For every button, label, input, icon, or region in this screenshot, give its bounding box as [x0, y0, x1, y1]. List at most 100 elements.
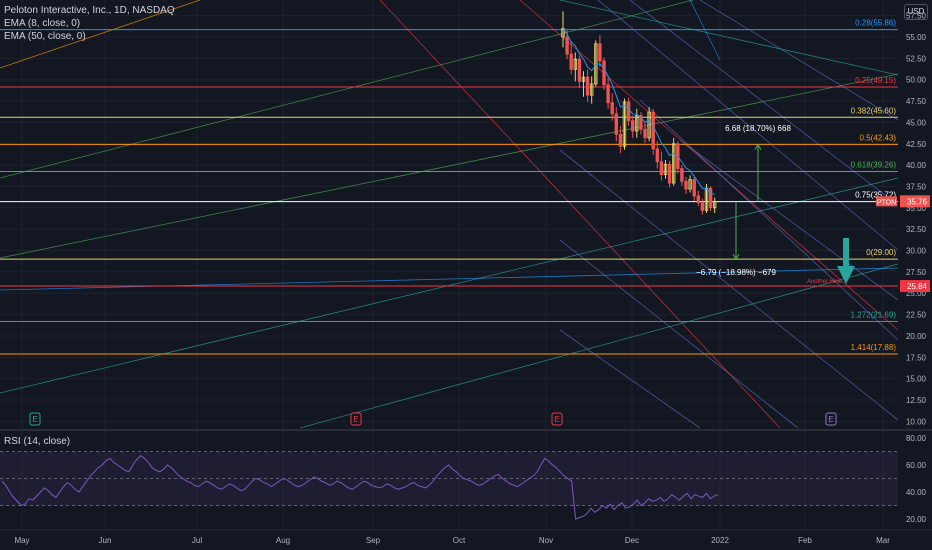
earnings-marker — [551, 412, 563, 426]
fib-level-label: 1.414(17.88) — [851, 343, 897, 352]
x-tick-label: Jul — [192, 536, 202, 545]
trend-line — [519, 0, 899, 331]
legend: Peloton Interactive, Inc., 1D, NASDAQ EM… — [4, 4, 175, 43]
rsi-tick-label: 20.00 — [906, 515, 927, 524]
ema8-line — [562, 28, 715, 196]
candle-body — [713, 200, 717, 209]
candle-body — [631, 120, 635, 132]
candle-body — [565, 36, 569, 55]
y-tick-label: 55.00 — [906, 33, 927, 42]
symbol-title[interactable]: Peloton Interactive, Inc., 1D, NASDAQ — [4, 5, 175, 16]
candle-body — [700, 202, 705, 211]
trend-line — [699, 0, 899, 121]
measure-down-label: −6.79 (−18.98%) −679 — [696, 268, 776, 277]
y-tick-label: 32.50 — [906, 225, 927, 234]
last-price-badge — [900, 195, 930, 208]
fib-level-label: 0.5(42.43) — [860, 133, 897, 142]
x-tick-label: Sep — [366, 536, 381, 545]
y-tick-label: 17.50 — [906, 353, 927, 362]
y-tick-label: 35.00 — [906, 204, 927, 213]
trend-line — [0, 0, 201, 69]
grid — [0, 0, 898, 530]
fib-level-label: 1.272(21.69) — [851, 311, 897, 320]
candle-body — [606, 84, 610, 104]
candle-body — [647, 111, 651, 139]
candle-body — [573, 58, 577, 70]
candle-body — [692, 179, 696, 197]
rsi-tick-label: 40.00 — [906, 488, 927, 497]
rsi-band — [0, 451, 898, 506]
trend-line — [0, 73, 899, 259]
candle-body — [622, 101, 627, 147]
candle-body — [626, 101, 631, 122]
candle-body — [655, 148, 659, 163]
hline-price-badge — [900, 280, 930, 293]
candle-body — [581, 76, 586, 82]
y-tick-label: 10.00 — [906, 417, 927, 426]
x-tick-label: May — [14, 536, 29, 545]
trend-line — [639, 99, 899, 341]
candle-body — [643, 128, 647, 139]
y-tick-label: 50.00 — [906, 76, 927, 85]
candle-body — [688, 179, 692, 190]
x-tick-label: Aug — [276, 536, 290, 545]
y-tick-label: 15.00 — [906, 375, 927, 384]
candle-body — [663, 163, 668, 175]
trend-line — [559, 239, 799, 429]
candle-body — [618, 133, 623, 147]
ema50-legend[interactable]: EMA (50, close, 0) — [4, 31, 86, 42]
earnings-marker — [825, 412, 837, 426]
ema8-legend[interactable]: EMA (8, close, 0) — [4, 18, 81, 29]
earnings-marker-label: E — [828, 415, 833, 424]
last-price-value: 35.76 — [907, 197, 928, 206]
fib-level-label: 0.25(49.15) — [855, 76, 896, 85]
trend-line — [559, 149, 899, 421]
trend-line — [559, 0, 899, 76]
y-tick-label: 57.50 — [906, 12, 927, 21]
measure-up-label: 6.68 (18.70%) 668 — [725, 124, 791, 133]
y-tick-label: 37.50 — [906, 182, 927, 191]
candle-body — [610, 102, 614, 115]
y-axis-bg — [898, 0, 932, 550]
earnings-marker-label: E — [353, 415, 358, 424]
candle-body — [577, 58, 582, 82]
hline-price-value: 25.84 — [907, 282, 928, 291]
candle-body — [684, 180, 688, 190]
candle-body — [602, 60, 606, 86]
x-axis: May Jun Jul Aug Sep Oct Nov Dec 2022 Feb Mar — [0, 529, 932, 545]
fib-level-label: 0.618(39.26) — [851, 160, 897, 169]
candle-body — [635, 115, 639, 132]
y-tick-label: 20.00 — [906, 332, 927, 341]
price-line-annotation: Another Hine — [807, 279, 843, 285]
candle-body — [590, 83, 594, 96]
rsi-tick-label: 80.00 — [906, 434, 927, 443]
candles — [561, 11, 717, 215]
fib-level-label: 0.382(45.60) — [851, 106, 897, 115]
trend-line — [0, 177, 899, 394]
fib-level-label: 0.28(55.86) — [855, 19, 896, 28]
y-tick-label: 27.50 — [906, 268, 927, 277]
measure-down-arrow — [732, 253, 740, 261]
trend-line — [629, 0, 899, 206]
rsi-legend[interactable]: RSI (14, close) — [4, 436, 71, 447]
price-line-2584: Another Hine — [0, 279, 898, 287]
rsi-line — [1, 454, 719, 520]
candle-body — [639, 115, 643, 130]
candle-body — [598, 43, 602, 62]
currency-button[interactable]: USD — [904, 4, 928, 20]
target-arrow-icon — [837, 238, 855, 284]
candle-body — [594, 43, 598, 85]
candle-body — [696, 195, 700, 204]
y-tick-label: 52.50 — [906, 54, 927, 63]
y-tick-label: 12.50 — [906, 396, 927, 405]
candle-body — [659, 161, 664, 175]
fib-levels: 0.28(55.86) 0.25(49.15) 0.382(45.60) 0.5(42… — [0, 19, 898, 355]
candle-body — [672, 143, 676, 184]
trend-line — [679, 139, 899, 301]
measure-up-arrow — [754, 143, 762, 150]
trend-line — [597, 0, 899, 251]
candle-body — [569, 53, 573, 70]
earnings-marker — [29, 412, 41, 426]
trend-lines — [0, 0, 899, 429]
